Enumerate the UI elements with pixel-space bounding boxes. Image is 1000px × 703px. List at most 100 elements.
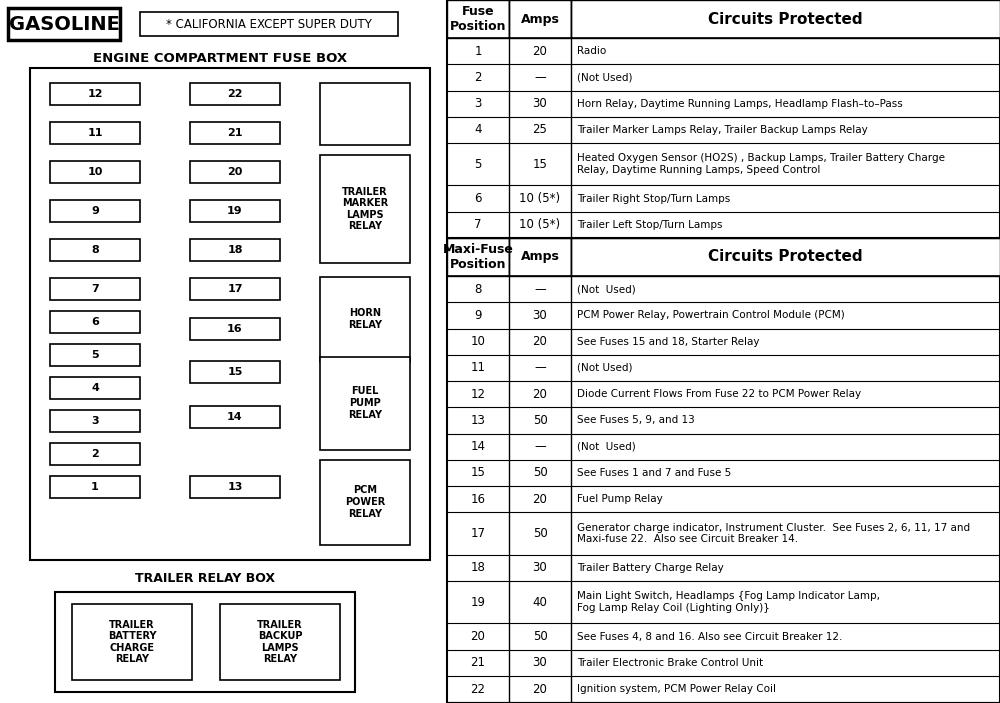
Bar [190, 361, 280, 383]
Text: 3: 3 [474, 97, 482, 110]
Text: 21: 21 [471, 657, 486, 669]
Text: 50: 50 [533, 527, 547, 540]
Text: —: — [534, 440, 546, 453]
Text: (Not  Used): (Not Used) [577, 441, 636, 452]
Bar [320, 277, 410, 362]
Text: Horn Relay, Daytime Running Lamps, Headlamp Flash–to–Pass: Horn Relay, Daytime Running Lamps, Headl… [577, 98, 903, 109]
Text: 14: 14 [471, 440, 486, 453]
Text: 10 (5*): 10 (5*) [519, 219, 561, 231]
Text: 18: 18 [227, 245, 243, 255]
Text: 9: 9 [91, 206, 99, 216]
Text: Trailer Marker Lamps Relay, Trailer Backup Lamps Relay: Trailer Marker Lamps Relay, Trailer Back… [577, 125, 868, 135]
Text: Trailer Right Stop/Turn Lamps: Trailer Right Stop/Turn Lamps [577, 193, 730, 204]
Text: 21: 21 [227, 128, 243, 138]
Text: (Not Used): (Not Used) [577, 72, 633, 82]
Text: Radio: Radio [577, 46, 606, 56]
Text: 19: 19 [471, 595, 486, 609]
Text: Circuits Protected: Circuits Protected [708, 11, 863, 27]
Text: 50: 50 [533, 414, 547, 427]
Bar [55, 592, 355, 692]
Text: 12: 12 [471, 387, 486, 401]
Text: Fuel Pump Relay: Fuel Pump Relay [577, 494, 663, 504]
Text: 6: 6 [474, 192, 482, 205]
Bar [190, 200, 280, 222]
Text: FUEL
PUMP
RELAY: FUEL PUMP RELAY [348, 387, 382, 420]
Bar [190, 278, 280, 300]
Text: 20: 20 [533, 387, 547, 401]
Bar [190, 239, 280, 261]
Text: 11: 11 [87, 128, 103, 138]
Bar [190, 406, 280, 428]
Text: —: — [534, 71, 546, 84]
Text: 20: 20 [533, 335, 547, 348]
Text: 2: 2 [474, 71, 482, 84]
Bar [50, 476, 140, 498]
Text: 13: 13 [227, 482, 243, 492]
Bar [50, 410, 140, 432]
Bar [220, 604, 340, 680]
Text: 5: 5 [91, 350, 99, 360]
Text: —: — [534, 361, 546, 375]
Text: 8: 8 [91, 245, 99, 255]
Text: 10 (5*): 10 (5*) [519, 192, 561, 205]
Text: PCM
POWER
RELAY: PCM POWER RELAY [345, 485, 385, 519]
Text: 2: 2 [91, 449, 99, 459]
Bar [50, 311, 140, 333]
Text: 18: 18 [471, 562, 485, 574]
Text: 50: 50 [533, 467, 547, 479]
Text: 15: 15 [533, 157, 547, 171]
Text: 20: 20 [533, 44, 547, 58]
Text: 25: 25 [533, 124, 547, 136]
Text: 4: 4 [91, 383, 99, 393]
Bar [8, 8, 120, 40]
Text: 17: 17 [227, 284, 243, 294]
Text: Amps: Amps [521, 250, 559, 264]
Text: Ignition system, PCM Power Relay Coil: Ignition system, PCM Power Relay Coil [577, 684, 776, 694]
Text: 17: 17 [471, 527, 486, 540]
Text: 20: 20 [533, 493, 547, 505]
Bar [190, 318, 280, 340]
Text: 22: 22 [227, 89, 243, 99]
Bar [509, 0, 571, 38]
Text: 13: 13 [471, 414, 485, 427]
Bar [190, 476, 280, 498]
Bar [320, 155, 410, 263]
Text: 30: 30 [533, 657, 547, 669]
Text: 30: 30 [533, 309, 547, 322]
Text: Heated Oxygen Sensor (HO2S) , Backup Lamps, Trailer Battery Charge
Relay, Daytim: Heated Oxygen Sensor (HO2S) , Backup Lam… [577, 153, 945, 175]
Text: 3: 3 [91, 416, 99, 426]
Text: 7: 7 [474, 219, 482, 231]
Text: 11: 11 [471, 361, 486, 375]
Text: PCM Power Relay, Powertrain Control Module (PCM): PCM Power Relay, Powertrain Control Modu… [577, 311, 845, 321]
Text: GASOLINE: GASOLINE [9, 15, 119, 34]
Text: 16: 16 [227, 324, 243, 334]
Text: 8: 8 [474, 283, 482, 296]
Bar [571, 238, 1000, 276]
Text: Circuits Protected: Circuits Protected [708, 250, 863, 264]
Text: 9: 9 [474, 309, 482, 322]
Text: 10: 10 [87, 167, 103, 177]
Bar [50, 161, 140, 183]
Text: 16: 16 [471, 493, 486, 505]
Bar [190, 122, 280, 144]
Text: 30: 30 [533, 97, 547, 110]
Text: Amps: Amps [521, 13, 559, 25]
Text: TRAILER
BATTERY
CHARGE
RELAY: TRAILER BATTERY CHARGE RELAY [108, 619, 156, 664]
Text: 1: 1 [474, 44, 482, 58]
Bar [50, 377, 140, 399]
Text: 6: 6 [91, 317, 99, 327]
Bar [447, 0, 1000, 703]
Text: ENGINE COMPARTMENT FUSE BOX: ENGINE COMPARTMENT FUSE BOX [93, 51, 347, 65]
Text: 20: 20 [533, 683, 547, 695]
Bar [320, 357, 410, 450]
Text: See Fuses 4, 8 and 16. Also see Circuit Breaker 12.: See Fuses 4, 8 and 16. Also see Circuit … [577, 631, 842, 642]
Text: 5: 5 [474, 157, 482, 171]
Bar [320, 83, 410, 145]
Bar [50, 239, 140, 261]
Text: 40: 40 [533, 595, 547, 609]
Bar [190, 161, 280, 183]
Text: TRAILER
MARKER
LAMPS
RELAY: TRAILER MARKER LAMPS RELAY [342, 186, 388, 231]
Text: —: — [534, 283, 546, 296]
Text: HORN
RELAY: HORN RELAY [348, 308, 382, 330]
Text: 12: 12 [87, 89, 103, 99]
